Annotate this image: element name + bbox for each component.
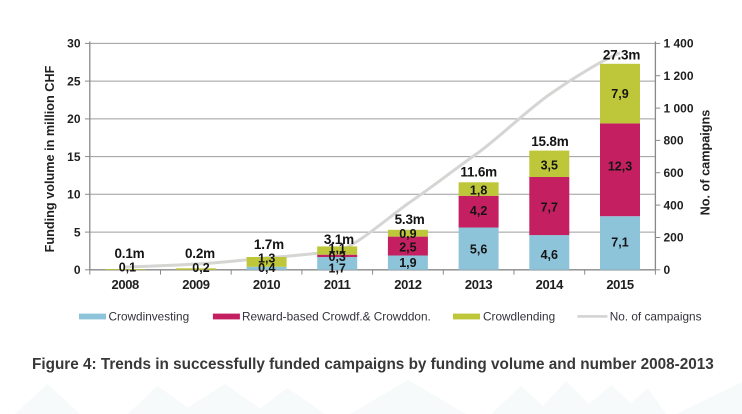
svg-text:15: 15 [67,150,81,164]
svg-text:0.1m: 0.1m [115,246,145,261]
svg-text:0,4: 0,4 [258,261,275,275]
svg-text:3,5: 3,5 [541,158,558,172]
svg-text:1 200: 1 200 [664,69,694,83]
svg-text:Funding volume in million CHF: Funding volume in million CHF [43,65,57,252]
svg-text:1,8: 1,8 [470,183,487,197]
svg-text:12,3: 12,3 [608,159,632,173]
svg-text:7,1: 7,1 [611,235,628,249]
svg-text:3.1m: 3.1m [324,232,354,247]
svg-text:0.2m: 0.2m [185,246,215,261]
svg-text:1,9: 1,9 [399,256,416,270]
svg-text:Reward-based Crowdf.& Crowddon: Reward-based Crowdf.& Crowddon. [242,310,431,324]
svg-text:No. of campaigns: No. of campaigns [699,110,713,216]
svg-text:No. of campaigns: No. of campaigns [610,310,702,324]
svg-text:25: 25 [67,74,81,88]
svg-text:2014: 2014 [536,277,564,292]
svg-text:Figure 4: Trends in successful: Figure 4: Trends in successfully funded … [32,356,714,373]
svg-text:Crowdinvesting: Crowdinvesting [109,310,190,324]
svg-text:2013: 2013 [465,277,492,292]
svg-text:30: 30 [67,37,81,51]
svg-text:Crowdlending: Crowdlending [483,310,555,324]
svg-text:0,2: 0,2 [192,261,209,275]
svg-text:2009: 2009 [182,277,209,292]
svg-text:11.6m: 11.6m [460,164,497,179]
svg-text:5,6: 5,6 [470,242,487,256]
svg-text:1 000: 1 000 [664,101,694,115]
svg-text:2008: 2008 [112,277,139,292]
svg-text:1.7m: 1.7m [254,237,284,252]
svg-text:200: 200 [664,231,684,245]
svg-text:600: 600 [664,166,684,180]
svg-text:15.8m: 15.8m [531,134,568,149]
svg-text:2015: 2015 [606,277,633,292]
svg-text:27.3m: 27.3m [603,48,640,63]
svg-text:2011: 2011 [324,277,351,292]
svg-text:1 400: 1 400 [664,37,694,51]
svg-text:5: 5 [74,225,81,239]
svg-text:0,9: 0,9 [399,227,416,241]
svg-text:7,9: 7,9 [611,87,628,101]
svg-text:0: 0 [664,263,671,277]
svg-text:7,7: 7,7 [541,200,558,214]
svg-text:1,7: 1,7 [329,261,346,275]
svg-text:0,3: 0,3 [329,250,346,264]
svg-text:0: 0 [74,263,81,277]
svg-text:2012: 2012 [394,277,421,292]
svg-text:5.3m: 5.3m [395,212,425,227]
svg-text:1,3: 1,3 [258,252,275,266]
svg-text:4,6: 4,6 [541,248,558,262]
svg-text:0,1: 0,1 [119,260,136,274]
svg-text:400: 400 [664,198,684,212]
svg-text:10: 10 [67,188,81,202]
svg-text:2,5: 2,5 [399,241,416,255]
svg-text:4,2: 4,2 [470,204,487,218]
svg-text:1,1: 1,1 [329,241,346,255]
svg-text:800: 800 [664,134,684,148]
svg-text:20: 20 [67,112,81,126]
svg-text:2010: 2010 [253,277,280,292]
